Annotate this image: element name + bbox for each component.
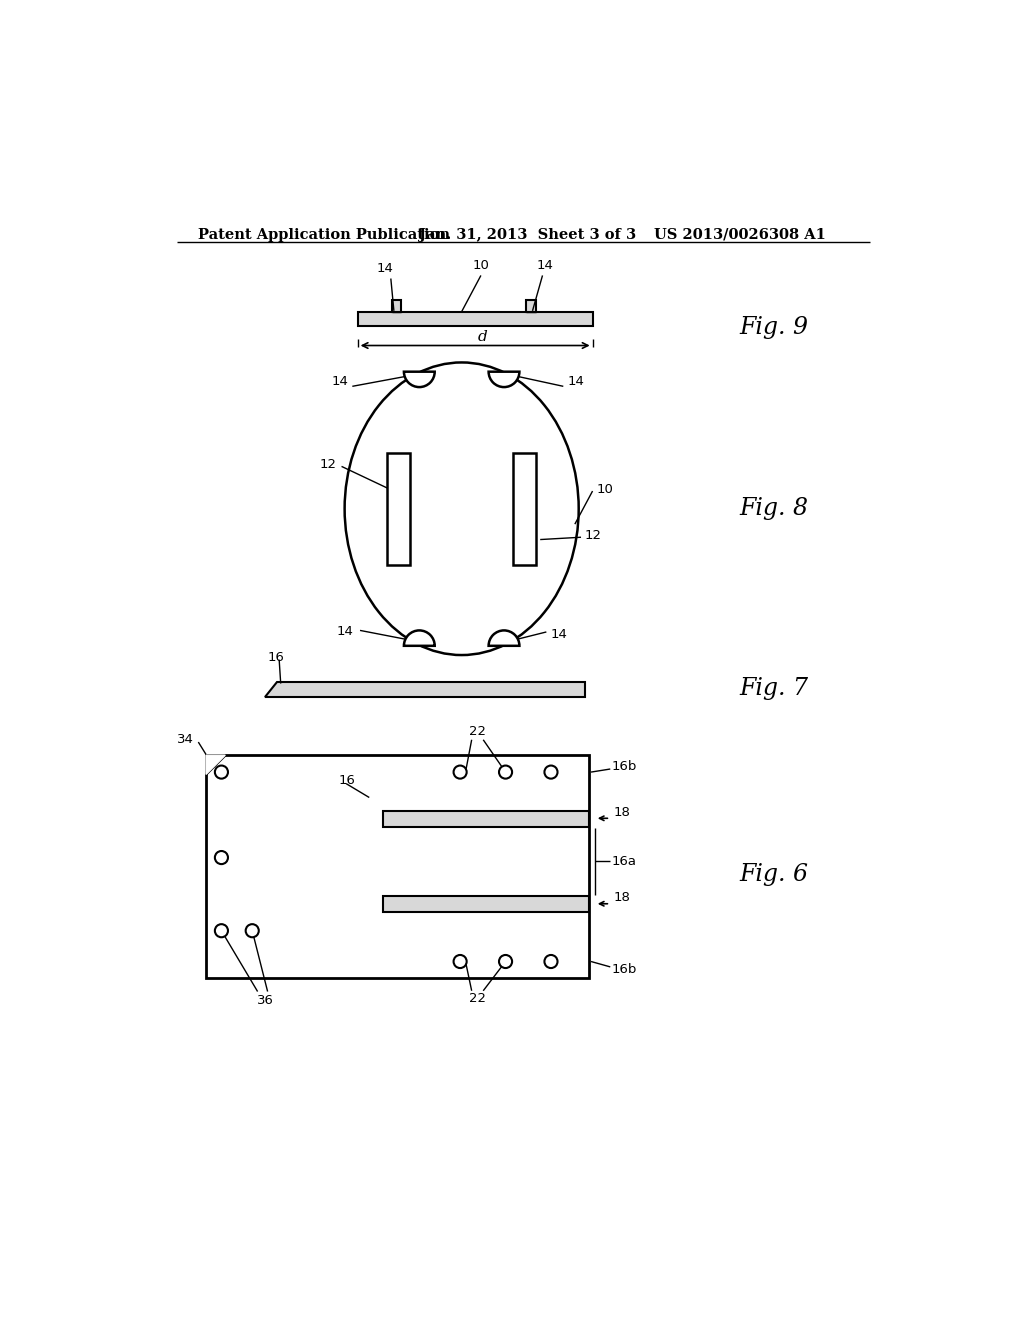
Text: 10: 10 <box>596 483 613 496</box>
Text: 36: 36 <box>257 994 273 1007</box>
Circle shape <box>215 924 228 937</box>
Circle shape <box>499 766 512 779</box>
Polygon shape <box>265 682 585 697</box>
Text: Fig. 9: Fig. 9 <box>739 317 808 339</box>
Ellipse shape <box>345 363 579 655</box>
Wedge shape <box>403 372 435 387</box>
Text: Fig. 7: Fig. 7 <box>739 677 808 700</box>
Bar <box>526 300 536 313</box>
Text: 16a: 16a <box>611 855 637 869</box>
Text: 22: 22 <box>469 993 485 1006</box>
Text: 34: 34 <box>177 733 194 746</box>
Bar <box>387 453 410 565</box>
Polygon shape <box>206 755 225 775</box>
Text: Jan. 31, 2013  Sheet 3 of 3: Jan. 31, 2013 Sheet 3 of 3 <box>419 227 637 242</box>
Text: 14: 14 <box>332 375 348 388</box>
Circle shape <box>545 766 557 779</box>
Text: 14: 14 <box>568 375 585 388</box>
Wedge shape <box>403 631 435 645</box>
Text: US 2013/0026308 A1: US 2013/0026308 A1 <box>654 227 826 242</box>
Text: 14: 14 <box>551 628 568 640</box>
Text: d: d <box>478 330 487 345</box>
Text: Fig. 6: Fig. 6 <box>739 863 808 886</box>
Bar <box>383 810 589 826</box>
Circle shape <box>545 954 557 968</box>
Circle shape <box>454 954 467 968</box>
Circle shape <box>454 766 467 779</box>
Text: 16: 16 <box>267 651 285 664</box>
Text: 16b: 16b <box>611 962 637 975</box>
Bar <box>357 313 593 326</box>
Circle shape <box>499 954 512 968</box>
Text: 12: 12 <box>585 529 602 543</box>
Text: 12: 12 <box>319 458 337 471</box>
Bar <box>391 300 400 313</box>
Wedge shape <box>488 372 519 387</box>
Bar <box>383 896 589 912</box>
Circle shape <box>215 766 228 779</box>
Text: 14: 14 <box>376 263 393 276</box>
Text: Patent Application Publication: Patent Application Publication <box>199 227 451 242</box>
Text: 14: 14 <box>537 259 553 272</box>
Text: 22: 22 <box>469 725 485 738</box>
Text: 16b: 16b <box>611 760 637 774</box>
Bar <box>206 755 589 978</box>
Text: 16: 16 <box>339 774 355 787</box>
Text: 14: 14 <box>337 626 354 639</box>
Text: 18: 18 <box>613 891 630 904</box>
Circle shape <box>246 924 259 937</box>
Wedge shape <box>488 631 519 645</box>
Bar <box>513 453 537 565</box>
Text: Fig. 8: Fig. 8 <box>739 498 808 520</box>
Circle shape <box>215 851 228 865</box>
Text: 18: 18 <box>613 805 630 818</box>
Text: 10: 10 <box>472 259 489 272</box>
